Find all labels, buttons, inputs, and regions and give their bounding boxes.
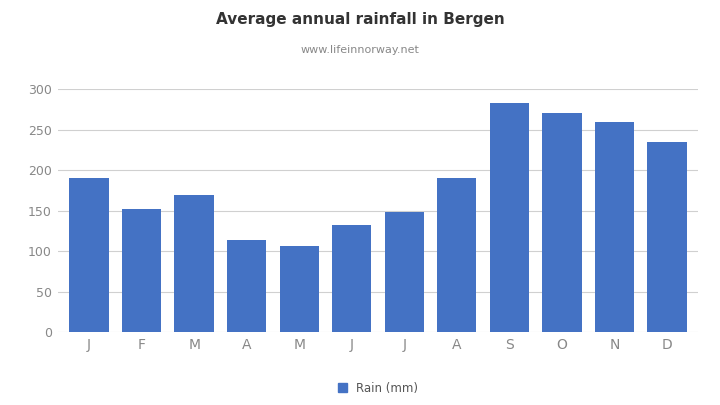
Text: www.lifeinnorway.net: www.lifeinnorway.net (300, 45, 420, 55)
Bar (437, 178, 477, 332)
Text: Average annual rainfall in Bergen: Average annual rainfall in Bergen (215, 12, 505, 27)
Legend: Rain (mm): Rain (mm) (333, 377, 423, 399)
Bar (279, 246, 319, 332)
Bar (69, 178, 109, 332)
Bar (490, 103, 529, 332)
Bar (227, 240, 266, 332)
Bar (647, 142, 687, 332)
Bar (332, 225, 372, 332)
Bar (174, 195, 214, 332)
Bar (542, 113, 582, 332)
Bar (384, 212, 424, 332)
Bar (595, 122, 634, 332)
Bar (122, 209, 161, 332)
